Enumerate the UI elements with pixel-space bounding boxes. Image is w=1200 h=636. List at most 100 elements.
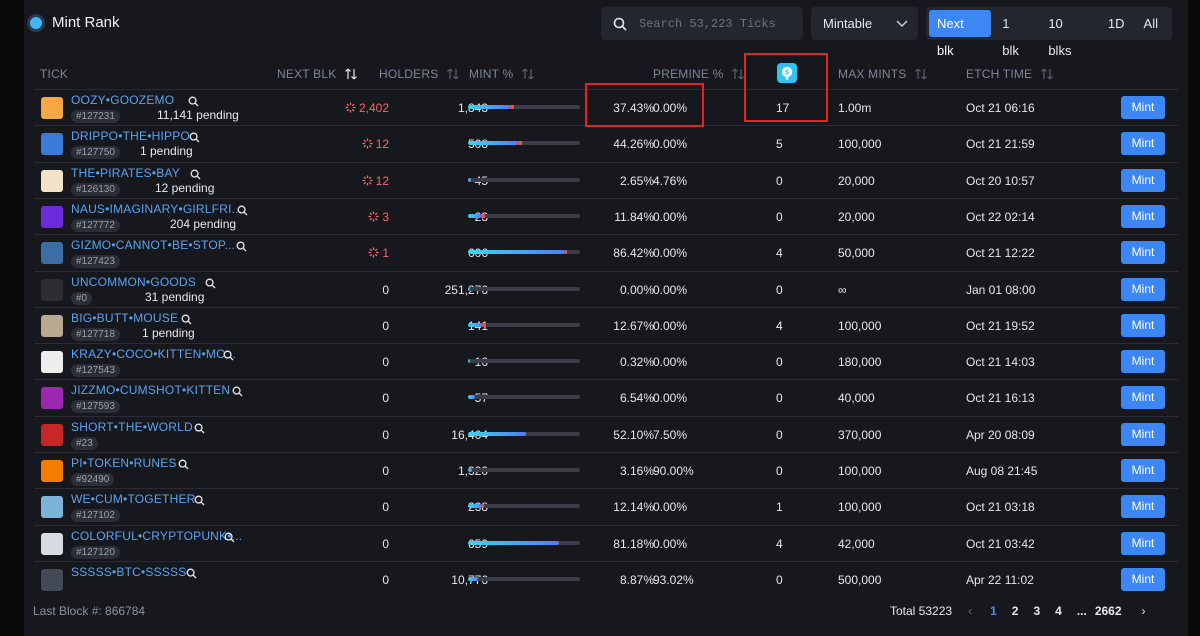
mint-button[interactable]: Mint: [1121, 132, 1165, 156]
mint-button[interactable]: Mint: [1121, 313, 1165, 337]
tick-name-link[interactable]: SHORT•THE•WORLD: [71, 419, 193, 434]
search-input[interactable]: [637, 15, 791, 32]
sort-icon[interactable]: [731, 67, 745, 81]
next-blk-value: 0: [382, 283, 389, 297]
table-row[interactable]: PI•TOKEN•RUNES#9249001,3203.16%90.00%010…: [34, 452, 1178, 489]
table-row[interactable]: GIZMO•CANNOT•BE•STOP...#127423160686.42%…: [34, 234, 1178, 271]
search-icon[interactable]: [194, 421, 205, 439]
tick-name-link[interactable]: COLORFUL•CRYPTOPUNK•...: [71, 528, 243, 543]
mint-button[interactable]: Mint: [1121, 386, 1165, 410]
page-4[interactable]: 4: [1055, 604, 1062, 618]
search-icon[interactable]: [186, 566, 197, 584]
search-icon[interactable]: [205, 276, 216, 294]
tick-name-link[interactable]: UNCOMMON•GOODS: [71, 274, 196, 289]
tick-name-link[interactable]: NAUS•IMAGINARY•GIRLFRI...: [71, 201, 243, 216]
search-icon[interactable]: [232, 384, 243, 402]
holders-value: 251,276: [444, 282, 488, 297]
table-row[interactable]: SSSSS•BTC•SSSSS010,7768.87%93.02%0500,00…: [34, 560, 1178, 598]
table-row[interactable]: NAUS•IMAGINARY•GIRLFRI... #127772 204 pend…: [34, 197, 1178, 235]
range-tab-1d[interactable]: 1D: [1107, 16, 1125, 31]
col-max-mints[interactable]: MAX MINTS: [838, 67, 928, 81]
page-2[interactable]: 2: [1011, 604, 1019, 618]
range-tab-1-blk[interactable]: 1 blk: [1002, 16, 1019, 58]
table-row[interactable]: JIZZMO•CUMSHOT•KITTEN#1275930576.54%0.00…: [34, 379, 1178, 416]
sort-icon[interactable]: [1040, 67, 1054, 81]
search-icon[interactable]: [194, 493, 205, 511]
sort-icon[interactable]: [521, 67, 535, 81]
table-row[interactable]: COLORFUL•CRYPTOPUNK•...#127120065981.18%…: [34, 524, 1178, 562]
next-blk-number: 2,402: [358, 101, 389, 115]
chevron-left-icon[interactable]: ‹: [968, 604, 973, 618]
next-mints-value: 5: [776, 137, 783, 152]
tick-name-link[interactable]: SSSSS•BTC•SSSSS: [71, 564, 187, 579]
filter-select[interactable]: Mintable: [811, 7, 918, 40]
premine-value: 7.50%: [653, 427, 688, 442]
mint-coin-icon[interactable]: $: [777, 63, 797, 83]
search-icon[interactable]: [224, 530, 235, 548]
col-next-blk[interactable]: NEXT BLK: [277, 67, 358, 81]
table-row[interactable]: SHORT•THE•WORLD#23016,46452.10%7.50%0370…: [34, 415, 1178, 453]
mint-button[interactable]: Mint: [1121, 495, 1165, 519]
mint-button[interactable]: Mint: [1121, 241, 1165, 265]
chevron-right-icon[interactable]: ›: [1141, 604, 1146, 618]
mint-pct-value: 86.42%: [613, 246, 654, 261]
mint-button[interactable]: Mint: [1121, 422, 1165, 446]
mint-progress-pending: [481, 504, 484, 509]
search-icon[interactable]: [236, 239, 247, 257]
search-icon[interactable]: [190, 167, 201, 185]
mint-button[interactable]: Mint: [1121, 204, 1165, 228]
page-3[interactable]: 3: [1033, 604, 1041, 618]
page-last[interactable]: 2662: [1094, 604, 1122, 618]
sort-icon[interactable]: [446, 67, 460, 81]
page-1[interactable]: 1: [990, 604, 997, 618]
mint-button[interactable]: Mint: [1121, 350, 1165, 374]
mint-pct-value: 44.26%: [613, 137, 654, 152]
table-row[interactable]: UNCOMMON•GOODS #0 31 pending 0 251,276 0.00% 0…: [34, 270, 1178, 308]
search-icon[interactable]: [188, 94, 199, 112]
range-tab-all[interactable]: All: [1143, 16, 1158, 31]
col-etch-time[interactable]: ETCH TIME: [966, 67, 1054, 81]
tick-number-badge: #127231: [71, 110, 120, 123]
search-box[interactable]: [601, 7, 803, 40]
tick-name-link[interactable]: THE•PIRATES•BAY: [71, 165, 180, 180]
mint-button[interactable]: Mint: [1121, 168, 1165, 192]
table-row[interactable]: KRAZY•COCO•KITTEN•MO...#1275430160.32%0.…: [34, 343, 1178, 380]
tick-name-link[interactable]: OOZY•GOOZEMO: [71, 93, 175, 107]
tick-name-link[interactable]: KRAZY•COCO•KITTEN•MO...: [71, 347, 237, 362]
search-icon[interactable]: [237, 203, 248, 221]
search-icon[interactable]: [223, 348, 234, 366]
col-mint-pct[interactable]: MINT %: [469, 67, 535, 81]
tick-name-link[interactable]: GIZMO•CANNOT•BE•STOP...: [71, 238, 236, 253]
col-premine[interactable]: PREMINE %: [653, 67, 745, 81]
sort-icon[interactable]: [344, 67, 358, 81]
search-icon[interactable]: [178, 457, 189, 475]
mint-button[interactable]: Mint: [1121, 567, 1165, 591]
search-icon[interactable]: [189, 130, 200, 148]
range-tab-10-blks[interactable]: 10 blks: [1048, 16, 1072, 58]
tick-name-link[interactable]: BIG•BUTT•MOUSE: [71, 310, 179, 325]
mint-button[interactable]: Mint: [1121, 531, 1165, 555]
col-holders[interactable]: HOLDERS: [379, 67, 460, 81]
search-icon[interactable]: [181, 312, 192, 330]
table-row[interactable]: WE•CUM•TOGETHER#127102023812.14%0.00%110…: [34, 488, 1178, 525]
mint-pct-value: 81.18%: [613, 536, 654, 551]
tick-name-link[interactable]: JIZZMO•CUMSHOT•KITTEN: [71, 383, 231, 398]
mint-button[interactable]: Mint: [1121, 459, 1165, 482]
col-next-mints[interactable]: $: [777, 63, 797, 83]
sort-icon[interactable]: [914, 67, 928, 81]
etch-time-value: Oct 21 19:52: [966, 318, 1035, 333]
mint-button[interactable]: Mint: [1121, 96, 1165, 119]
pending-count: 31 pending: [145, 289, 205, 304]
mint-button[interactable]: Mint: [1121, 277, 1165, 301]
tick-name-link[interactable]: WE•CUM•TOGETHER: [71, 492, 196, 507]
tick-avatar: [41, 133, 63, 156]
page-ellipsis: ...: [1076, 604, 1087, 618]
tick-name-link[interactable]: PI•TOKEN•RUNES: [71, 456, 177, 470]
mint-progress-bar: [468, 213, 580, 218]
tick-name-link[interactable]: DRIPPO•THE•HIPPO: [71, 129, 190, 144]
range-tab-next-blk[interactable]: Next blk: [929, 10, 992, 58]
